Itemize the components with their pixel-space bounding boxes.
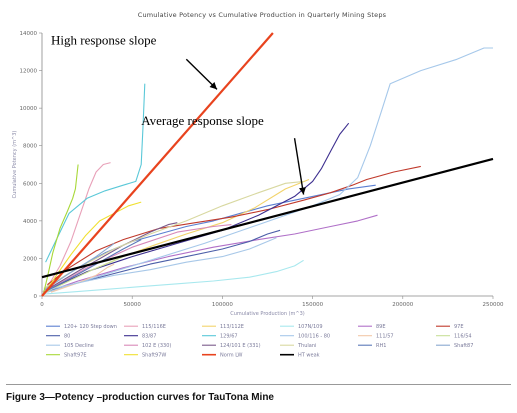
series-line-113-112e (43, 178, 310, 293)
legend-label: 107N/109 (298, 324, 323, 330)
plot-area: 0 50000 100000 150000 200000 250000 0 2000 4000 6… (12, 31, 504, 317)
x-axis-title: Cumulative Production (m^3) (230, 311, 305, 317)
series-line-ht-weak (41, 157, 494, 279)
legend-label: 80 (64, 334, 70, 340)
x-tick-label: 100000 (212, 302, 233, 308)
series-line-116-54 (45, 256, 124, 293)
legend-label: Shaft97W (142, 353, 166, 359)
series-line-shaft97w (42, 201, 142, 297)
series-line-124-101-e-331 (45, 222, 178, 291)
series-line-107n-109 (43, 259, 304, 295)
legend-label: 83/87 (142, 334, 156, 340)
y-tick-label: 6000 (23, 181, 37, 187)
x-tick-label: 0 (40, 302, 44, 308)
annotations: High response slope Average response slop… (51, 32, 306, 195)
y-tick-label: 0 (34, 294, 38, 300)
legend-label: Norm LW (220, 353, 243, 359)
legend: 120+ 120 Step down 115/116E 113/112E 107N/1… (46, 324, 473, 359)
series-line-100-116-80 (47, 47, 493, 293)
y-tick-label: 2000 (23, 256, 37, 262)
y-tick-label: 10000 (20, 106, 38, 112)
series-line-83-87 (47, 122, 350, 291)
x-tick-label: 250000 (483, 302, 504, 308)
y-axis-title: Cumulative Potency (m^3) (12, 131, 18, 199)
x-tick-label: 50000 (123, 302, 141, 308)
series-line-97e (47, 165, 421, 286)
chart-title: Cumulative Potency vs Cumulative Product… (138, 11, 387, 19)
y-tick-label: 8000 (23, 144, 37, 150)
y-tick-label: 14000 (20, 31, 38, 37)
series-line-115-116e (42, 162, 111, 293)
legend-label: 100/116 - 80 (298, 334, 330, 340)
annotation-arrowhead-1 (209, 81, 217, 90)
legend-label: 89E (376, 324, 386, 330)
series-line-89e (45, 214, 378, 293)
annotation-arrow-2 (293, 138, 305, 195)
annotation-label-1: High response slope (51, 32, 157, 47)
annotation-arrow-1 (185, 58, 218, 90)
legend-label: RH1 (376, 343, 386, 349)
series-line-rh1 (43, 239, 142, 293)
legend-label: Shaft87 (454, 343, 473, 349)
legend-label: Thulani (297, 343, 316, 349)
legend-label: 105 Decline (64, 343, 94, 349)
legend-label: 97E (454, 324, 464, 330)
series-line-shaft97e (42, 164, 79, 297)
annotation-arrowhead-2 (299, 187, 306, 195)
series-line-111-57 (50, 263, 115, 293)
legend-label: 113/112E (220, 324, 244, 330)
y-tick-label: 12000 (20, 69, 38, 75)
series-line-shaft87 (43, 242, 115, 291)
legend-label: 129/67 (220, 334, 238, 340)
legend-label: 124/101 E (331) (220, 343, 261, 349)
series-line-80 (43, 229, 281, 293)
annotation-label-2: Average response slope (141, 113, 264, 128)
series-line-norm-lw (41, 32, 274, 297)
series-line-102-e-330 (47, 224, 232, 291)
legend-label: HT weak (298, 353, 320, 359)
x-tick-label: 200000 (392, 302, 413, 308)
legend-label: 116/54 (454, 334, 472, 340)
series-line-105-decline (45, 237, 277, 291)
legend-label: 102 E (330) (142, 343, 171, 349)
legend-label: 111/57 (376, 334, 394, 340)
figure-caption: Figure 3—Potency –production curves for … (6, 392, 274, 403)
legend-label: Shaft97E (64, 353, 87, 359)
series-line-thulani (43, 180, 304, 289)
legend-label: 115/116E (142, 324, 166, 330)
y-tick-label: 4000 (23, 219, 37, 225)
caption-divider (6, 384, 511, 385)
legend-label: 120+ 120 Step down (64, 324, 117, 330)
series-line-129-67 (45, 83, 146, 263)
x-tick-label: 150000 (302, 302, 323, 308)
